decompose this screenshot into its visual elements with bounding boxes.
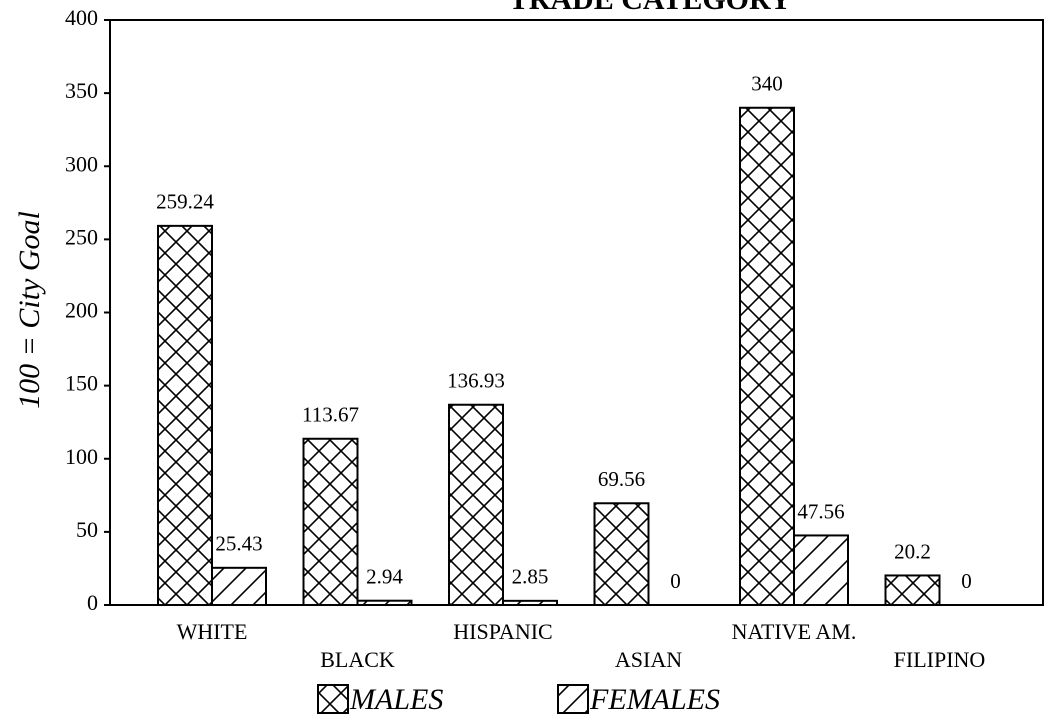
x-tick-label: NATIVE AM. bbox=[732, 619, 857, 644]
value-label: 69.56 bbox=[598, 467, 645, 491]
value-label: 2.94 bbox=[366, 565, 403, 589]
plot-frame bbox=[109, 19, 1044, 606]
y-tick-label: 300 bbox=[65, 151, 98, 176]
x-tick-label: WHITE bbox=[177, 619, 248, 644]
value-label: 113.67 bbox=[302, 403, 359, 427]
y-tick-label: 100 bbox=[65, 444, 98, 469]
y-axis-label: 100 = City Goal bbox=[13, 211, 46, 409]
bar bbox=[211, 566, 267, 607]
value-label: 20.2 bbox=[894, 539, 931, 563]
value-label: 259.24 bbox=[156, 190, 214, 214]
y-tick-label: 400 bbox=[65, 5, 98, 30]
value-label: 25.43 bbox=[215, 532, 262, 556]
bar bbox=[157, 224, 213, 606]
x-tick-label: HISPANIC bbox=[453, 619, 552, 644]
legend-swatch bbox=[557, 684, 589, 714]
legend-label: FEMALES bbox=[589, 683, 720, 716]
value-label: 0 bbox=[670, 569, 681, 593]
x-tick-label: ASIAN bbox=[615, 647, 682, 672]
y-tick-label: 200 bbox=[65, 298, 98, 323]
bar bbox=[448, 403, 504, 606]
x-tick-label: FILIPINO bbox=[894, 647, 986, 672]
y-tick-label: 150 bbox=[65, 371, 98, 396]
bar bbox=[356, 599, 413, 607]
value-label: 0 bbox=[961, 569, 972, 593]
x-tick-label: BLACK bbox=[320, 647, 395, 672]
y-tick-label: 250 bbox=[65, 224, 98, 249]
y-tick-label: 0 bbox=[87, 590, 98, 615]
y-tick-label: 50 bbox=[76, 517, 98, 542]
value-label: 340 bbox=[751, 72, 783, 96]
bar bbox=[793, 534, 849, 606]
legend-swatch bbox=[317, 684, 349, 714]
bar bbox=[884, 574, 941, 607]
bar bbox=[502, 599, 558, 606]
bar bbox=[593, 502, 650, 606]
legend-label: MALES bbox=[349, 683, 443, 716]
chart-title: TRADE CATEGORY bbox=[509, 0, 792, 16]
y-tick-label: 350 bbox=[65, 78, 98, 103]
bar bbox=[302, 437, 359, 606]
value-label: 136.93 bbox=[447, 369, 505, 393]
value-label: 47.56 bbox=[797, 499, 844, 523]
bar bbox=[739, 106, 795, 606]
value-label: 2.85 bbox=[512, 565, 549, 589]
